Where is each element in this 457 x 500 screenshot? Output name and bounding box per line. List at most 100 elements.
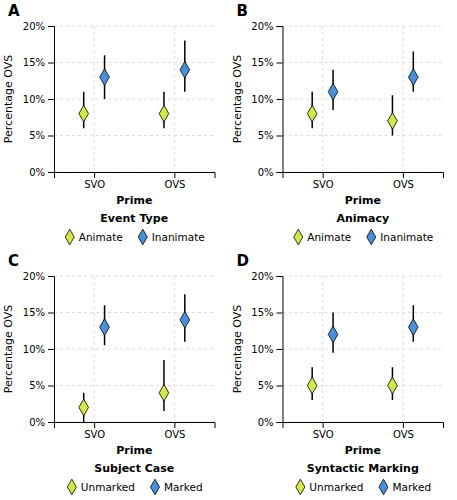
- legend: Event Type Animate Inanimate: [65, 212, 204, 245]
- tick-mark: [94, 422, 95, 428]
- tick: 5%: [29, 380, 54, 391]
- y-axis-title: Percentage OVS: [2, 305, 15, 393]
- point: [180, 61, 190, 78]
- panel: 0%5%10%15%20%SVOOVSPrimePercentage OVSDS…: [231, 252, 444, 495]
- tick-mark: [48, 136, 54, 137]
- point: [307, 105, 317, 122]
- legend-swatch: [294, 229, 303, 245]
- tick-label: 5%: [258, 380, 274, 391]
- tick: 15%: [251, 307, 282, 318]
- panel: 0%5%10%15%20%SVOOVSPrimePercentage OVSAE…: [2, 2, 215, 245]
- legend-item: Unmarked: [67, 479, 135, 495]
- tick-label: 5%: [29, 130, 45, 141]
- tick-mark: [277, 313, 283, 314]
- series: [100, 294, 190, 345]
- tick-label: 15%: [23, 57, 45, 68]
- legend-swatch: [65, 229, 74, 245]
- grid-line-y: [54, 312, 215, 313]
- tick-label: OVS: [393, 429, 414, 440]
- tick-label: 10%: [251, 344, 273, 355]
- x-axis-title: Prime: [345, 194, 381, 207]
- tick: 0%: [29, 417, 54, 428]
- axis-line: [283, 423, 444, 429]
- legend-swatch: [296, 479, 305, 495]
- legend: Syntactic MarkingUnmarkedMarked: [296, 462, 431, 495]
- point: [388, 113, 398, 130]
- x-axis-title: Prime: [116, 194, 152, 207]
- legend-label: Animate: [79, 231, 123, 243]
- tick-label: 5%: [29, 380, 45, 391]
- point: [409, 69, 419, 86]
- point: [388, 377, 398, 394]
- legend-items: Animate Inanimate: [294, 229, 433, 245]
- tick: 10%: [251, 344, 282, 355]
- legend-swatch: [151, 479, 160, 495]
- tick: 20%: [251, 21, 282, 32]
- legend-items: Animate Inanimate: [65, 229, 204, 245]
- grid-line-y: [283, 62, 444, 63]
- tick: 0%: [258, 417, 283, 428]
- x-axis: SVO OVS: [55, 172, 216, 190]
- tick: 10%: [23, 94, 54, 105]
- tick-label: SVO: [84, 179, 105, 190]
- tick-label: 15%: [251, 307, 273, 318]
- y-axis: 0%5%10%15%20%: [251, 271, 283, 428]
- legend-label: Animate: [307, 231, 351, 243]
- tick: OVS: [164, 422, 185, 440]
- tick-mark: [174, 422, 175, 428]
- y-axis: 0%5%10%15%20%: [23, 271, 55, 428]
- panel: 0%5%10%15%20%SVOOVSPrimePercentage OVSBA…: [231, 2, 444, 245]
- tick-mark: [174, 172, 175, 178]
- grid-line-x: [174, 276, 175, 422]
- legend-label: Unmarked: [81, 481, 135, 493]
- tick: SVO: [84, 422, 105, 440]
- grid-line-y: [54, 99, 215, 100]
- tick: OVS: [164, 172, 185, 190]
- legend-label: Inanimate: [380, 231, 433, 243]
- tick-mark: [277, 276, 283, 277]
- tick-mark: [48, 276, 54, 277]
- y-axis-title: Percentage OVS: [231, 55, 244, 143]
- grid: [54, 26, 215, 172]
- tick-mark: [277, 26, 283, 27]
- legend-item: Inanimate: [138, 229, 204, 245]
- chart: 0%5%10%15%20%SVOOVSPrimePercentage OVSAE…: [0, 0, 457, 500]
- point: [307, 377, 317, 394]
- tick-label: 20%: [251, 21, 273, 32]
- tick: SVO: [313, 422, 334, 440]
- tick: 10%: [251, 94, 282, 105]
- legend-swatch: [379, 479, 388, 495]
- tick: 5%: [29, 130, 54, 141]
- point: [328, 83, 338, 100]
- tick: 15%: [23, 307, 54, 318]
- series: [100, 41, 190, 99]
- x-axis: SVOOVS: [283, 172, 444, 190]
- point: [79, 399, 89, 416]
- grid-line-x: [402, 26, 403, 172]
- tick-label: 5%: [258, 130, 274, 141]
- tick-mark: [277, 136, 283, 137]
- panel-label: D: [237, 252, 249, 270]
- tick: 15%: [23, 57, 54, 68]
- point: [100, 69, 110, 86]
- legend-item: Animate: [65, 229, 122, 245]
- tick-mark: [403, 172, 404, 178]
- tick: 15%: [251, 57, 282, 68]
- tick-mark: [94, 172, 95, 178]
- axis-line: [48, 277, 55, 423]
- axis-line: [55, 173, 216, 179]
- tick-mark: [323, 422, 324, 428]
- tick-mark: [277, 349, 283, 350]
- x-axis: SVO OVS: [55, 422, 216, 440]
- point: [159, 384, 169, 401]
- grid-line-y: [54, 26, 215, 27]
- panel-label: C: [8, 252, 19, 270]
- series: [307, 92, 397, 136]
- marks: [307, 52, 418, 136]
- tick-label: 0%: [29, 417, 45, 428]
- axis-line: [277, 27, 284, 173]
- tick: 20%: [23, 21, 54, 32]
- tick: 10%: [23, 344, 54, 355]
- tick-label: OVS: [164, 429, 185, 440]
- legend-title: Event Type: [100, 212, 168, 225]
